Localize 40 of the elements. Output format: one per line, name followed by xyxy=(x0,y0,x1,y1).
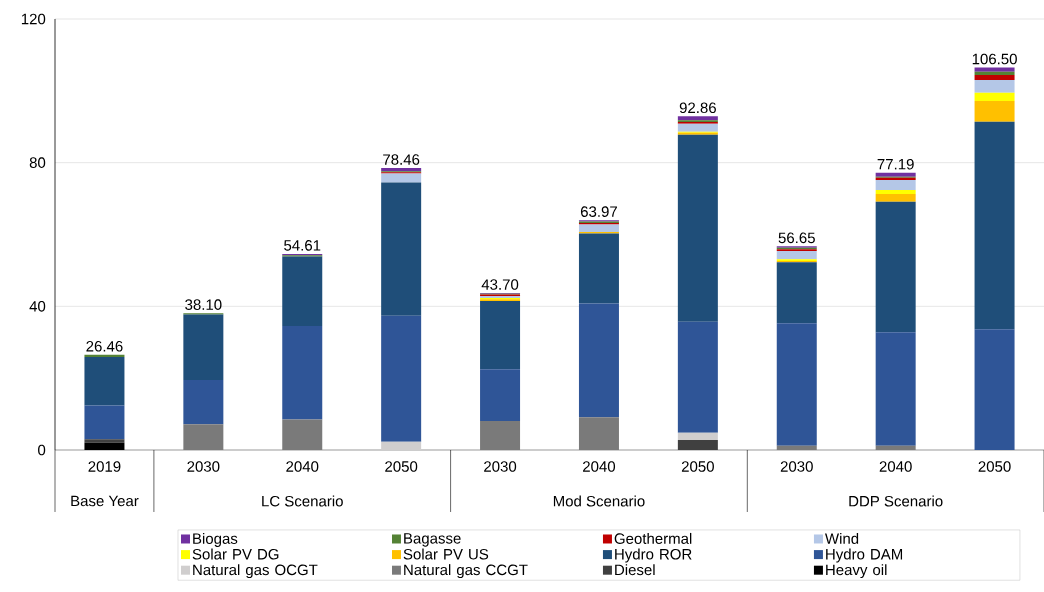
legend-label: Biogas xyxy=(193,532,238,547)
x-tick-label: 2019 xyxy=(88,461,121,472)
legend-label: Hydro DAM xyxy=(826,548,903,563)
legend-label: Solar PV US xyxy=(403,548,489,560)
text: LC Scenario xyxy=(262,495,343,507)
legend-label: Wind xyxy=(824,532,859,544)
total-label: 54.61 xyxy=(284,240,321,251)
y-tick-label: 0 xyxy=(38,444,46,456)
total-label: 43.70 xyxy=(481,279,519,290)
total-label: 63.97 xyxy=(580,206,617,217)
x-tick-label: 2030 xyxy=(187,461,220,472)
x-tick-label: 2040 xyxy=(286,461,319,472)
x-tick-label: 2050 xyxy=(978,461,1011,472)
text: Mod Scenario xyxy=(553,495,645,507)
x-tick-label: 2040 xyxy=(879,461,912,472)
text: DDP Scenario xyxy=(849,495,943,507)
x-tick-label: 2050 xyxy=(681,461,714,472)
total-label: 92.86 xyxy=(679,102,716,114)
x-tick-label: 2040 xyxy=(583,461,616,472)
x-tick-label: 2030 xyxy=(484,461,517,472)
y-tick-label: 120 xyxy=(21,13,46,25)
legend-label: Hydro ROR xyxy=(615,548,692,563)
legend-label: Geothermal xyxy=(614,532,692,544)
legend-label: Heavy oil xyxy=(826,564,887,579)
x-tick-label: 2030 xyxy=(780,461,813,472)
total-label: 77.19 xyxy=(877,158,914,170)
total-label: 38.10 xyxy=(185,299,222,310)
total-label: 26.46 xyxy=(86,341,123,352)
legend-label: Natural gas OCGT xyxy=(193,564,318,579)
legend-label: Bagasse xyxy=(404,533,461,547)
text: Base Year xyxy=(71,495,139,507)
y-tick-label: 80 xyxy=(29,157,46,168)
total-label: 78.46 xyxy=(383,154,420,165)
legend-label: Natural gas CCGT xyxy=(404,564,528,579)
y-tick-label: 40 xyxy=(29,301,46,312)
legend-label: Solar PV DG xyxy=(192,548,279,560)
legend-label: Diesel xyxy=(615,564,655,576)
total-label: 56.65 xyxy=(778,232,815,244)
x-tick-label: 2050 xyxy=(385,461,418,472)
total-label: 106.50 xyxy=(972,53,1017,65)
